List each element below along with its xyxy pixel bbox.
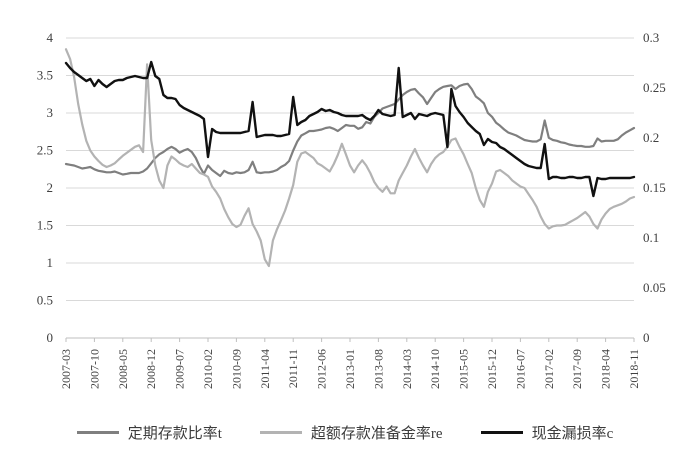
right-axis-tick-label: 0.2 bbox=[643, 130, 659, 145]
left-axis-tick-label: 3 bbox=[47, 105, 54, 120]
x-axis-tick-label: 2011-04 bbox=[258, 349, 272, 389]
x-axis-tick-label: 2017-02 bbox=[542, 349, 556, 389]
left-axis-tick-label: 0 bbox=[47, 330, 54, 345]
right-axis-tick-label: 0.25 bbox=[643, 80, 666, 95]
series-line-0 bbox=[64, 82, 636, 178]
x-axis-tick-label: 2015-05 bbox=[457, 349, 471, 389]
legend-line-swatch bbox=[480, 431, 523, 434]
x-axis-tick-label: 2009-07 bbox=[173, 349, 187, 389]
x-axis-tick-label: 2010-09 bbox=[229, 349, 243, 389]
x-axis-tick-label: 2015-12 bbox=[485, 349, 499, 389]
left-axis-tick-label: 2.5 bbox=[37, 143, 53, 158]
left-axis-tick-label: 3.5 bbox=[37, 68, 53, 83]
right-axis-tick-label: 0 bbox=[643, 330, 650, 345]
left-axis-tick-label: 4 bbox=[47, 30, 54, 45]
x-axis-tick-label: 2016-07 bbox=[513, 349, 527, 389]
x-axis-tick-label: 2018-11 bbox=[627, 349, 641, 389]
left-axis-tick-label: 1.5 bbox=[37, 218, 53, 233]
x-axis-tick-label: 2014-10 bbox=[428, 349, 442, 389]
series-line-1 bbox=[64, 48, 636, 268]
left-axis-tick-label: 1 bbox=[47, 255, 54, 270]
left-axis-tick-label: 0.5 bbox=[37, 293, 53, 308]
x-axis-tick-label: 2013-01 bbox=[343, 349, 357, 389]
x-axis-tick-label: 2012-06 bbox=[315, 349, 329, 389]
right-axis-tick-label: 0.15 bbox=[643, 180, 666, 195]
chart-legend: 定期存款比率t 超额存款准备金率re 现金漏损率c bbox=[0, 422, 690, 443]
legend-label: 定期存款比率t bbox=[127, 426, 222, 442]
x-axis-tick-label: 2013-08 bbox=[371, 349, 385, 389]
legend-label: 超额存款准备金率re bbox=[310, 426, 443, 442]
x-axis-tick-label: 2007-03 bbox=[59, 349, 73, 389]
x-axis-tick-label: 2011-11 bbox=[286, 349, 300, 388]
x-axis-tick-label: 2008-05 bbox=[116, 349, 130, 389]
series-line-2 bbox=[64, 60, 636, 198]
x-axis-tick-label: 2008-12 bbox=[144, 349, 158, 389]
legend-item-time-deposit-ratio: 定期存款比率t bbox=[76, 422, 222, 443]
x-axis-tick-label: 2018-04 bbox=[599, 349, 613, 389]
x-axis-tick-label: 2017-09 bbox=[570, 349, 584, 389]
x-axis-tick-label: 2007-10 bbox=[87, 349, 101, 389]
legend-item-cash-leakage-ratio: 现金漏损率c bbox=[480, 422, 614, 443]
legend-item-excess-reserve-ratio: 超额存款准备金率re bbox=[259, 422, 443, 443]
left-axis-tick-label: 2 bbox=[47, 180, 54, 195]
legend-line-swatch bbox=[76, 431, 119, 434]
legend-label: 现金漏损率c bbox=[531, 426, 614, 442]
right-axis-tick-label: 0.3 bbox=[643, 30, 659, 45]
x-axis-tick-label: 2014-03 bbox=[400, 349, 414, 389]
right-axis-tick-label: 0.1 bbox=[643, 230, 659, 245]
legend-line-swatch bbox=[259, 431, 302, 434]
x-axis-tick-label: 2010-02 bbox=[201, 349, 215, 389]
right-axis-tick-label: 0.05 bbox=[643, 280, 666, 295]
